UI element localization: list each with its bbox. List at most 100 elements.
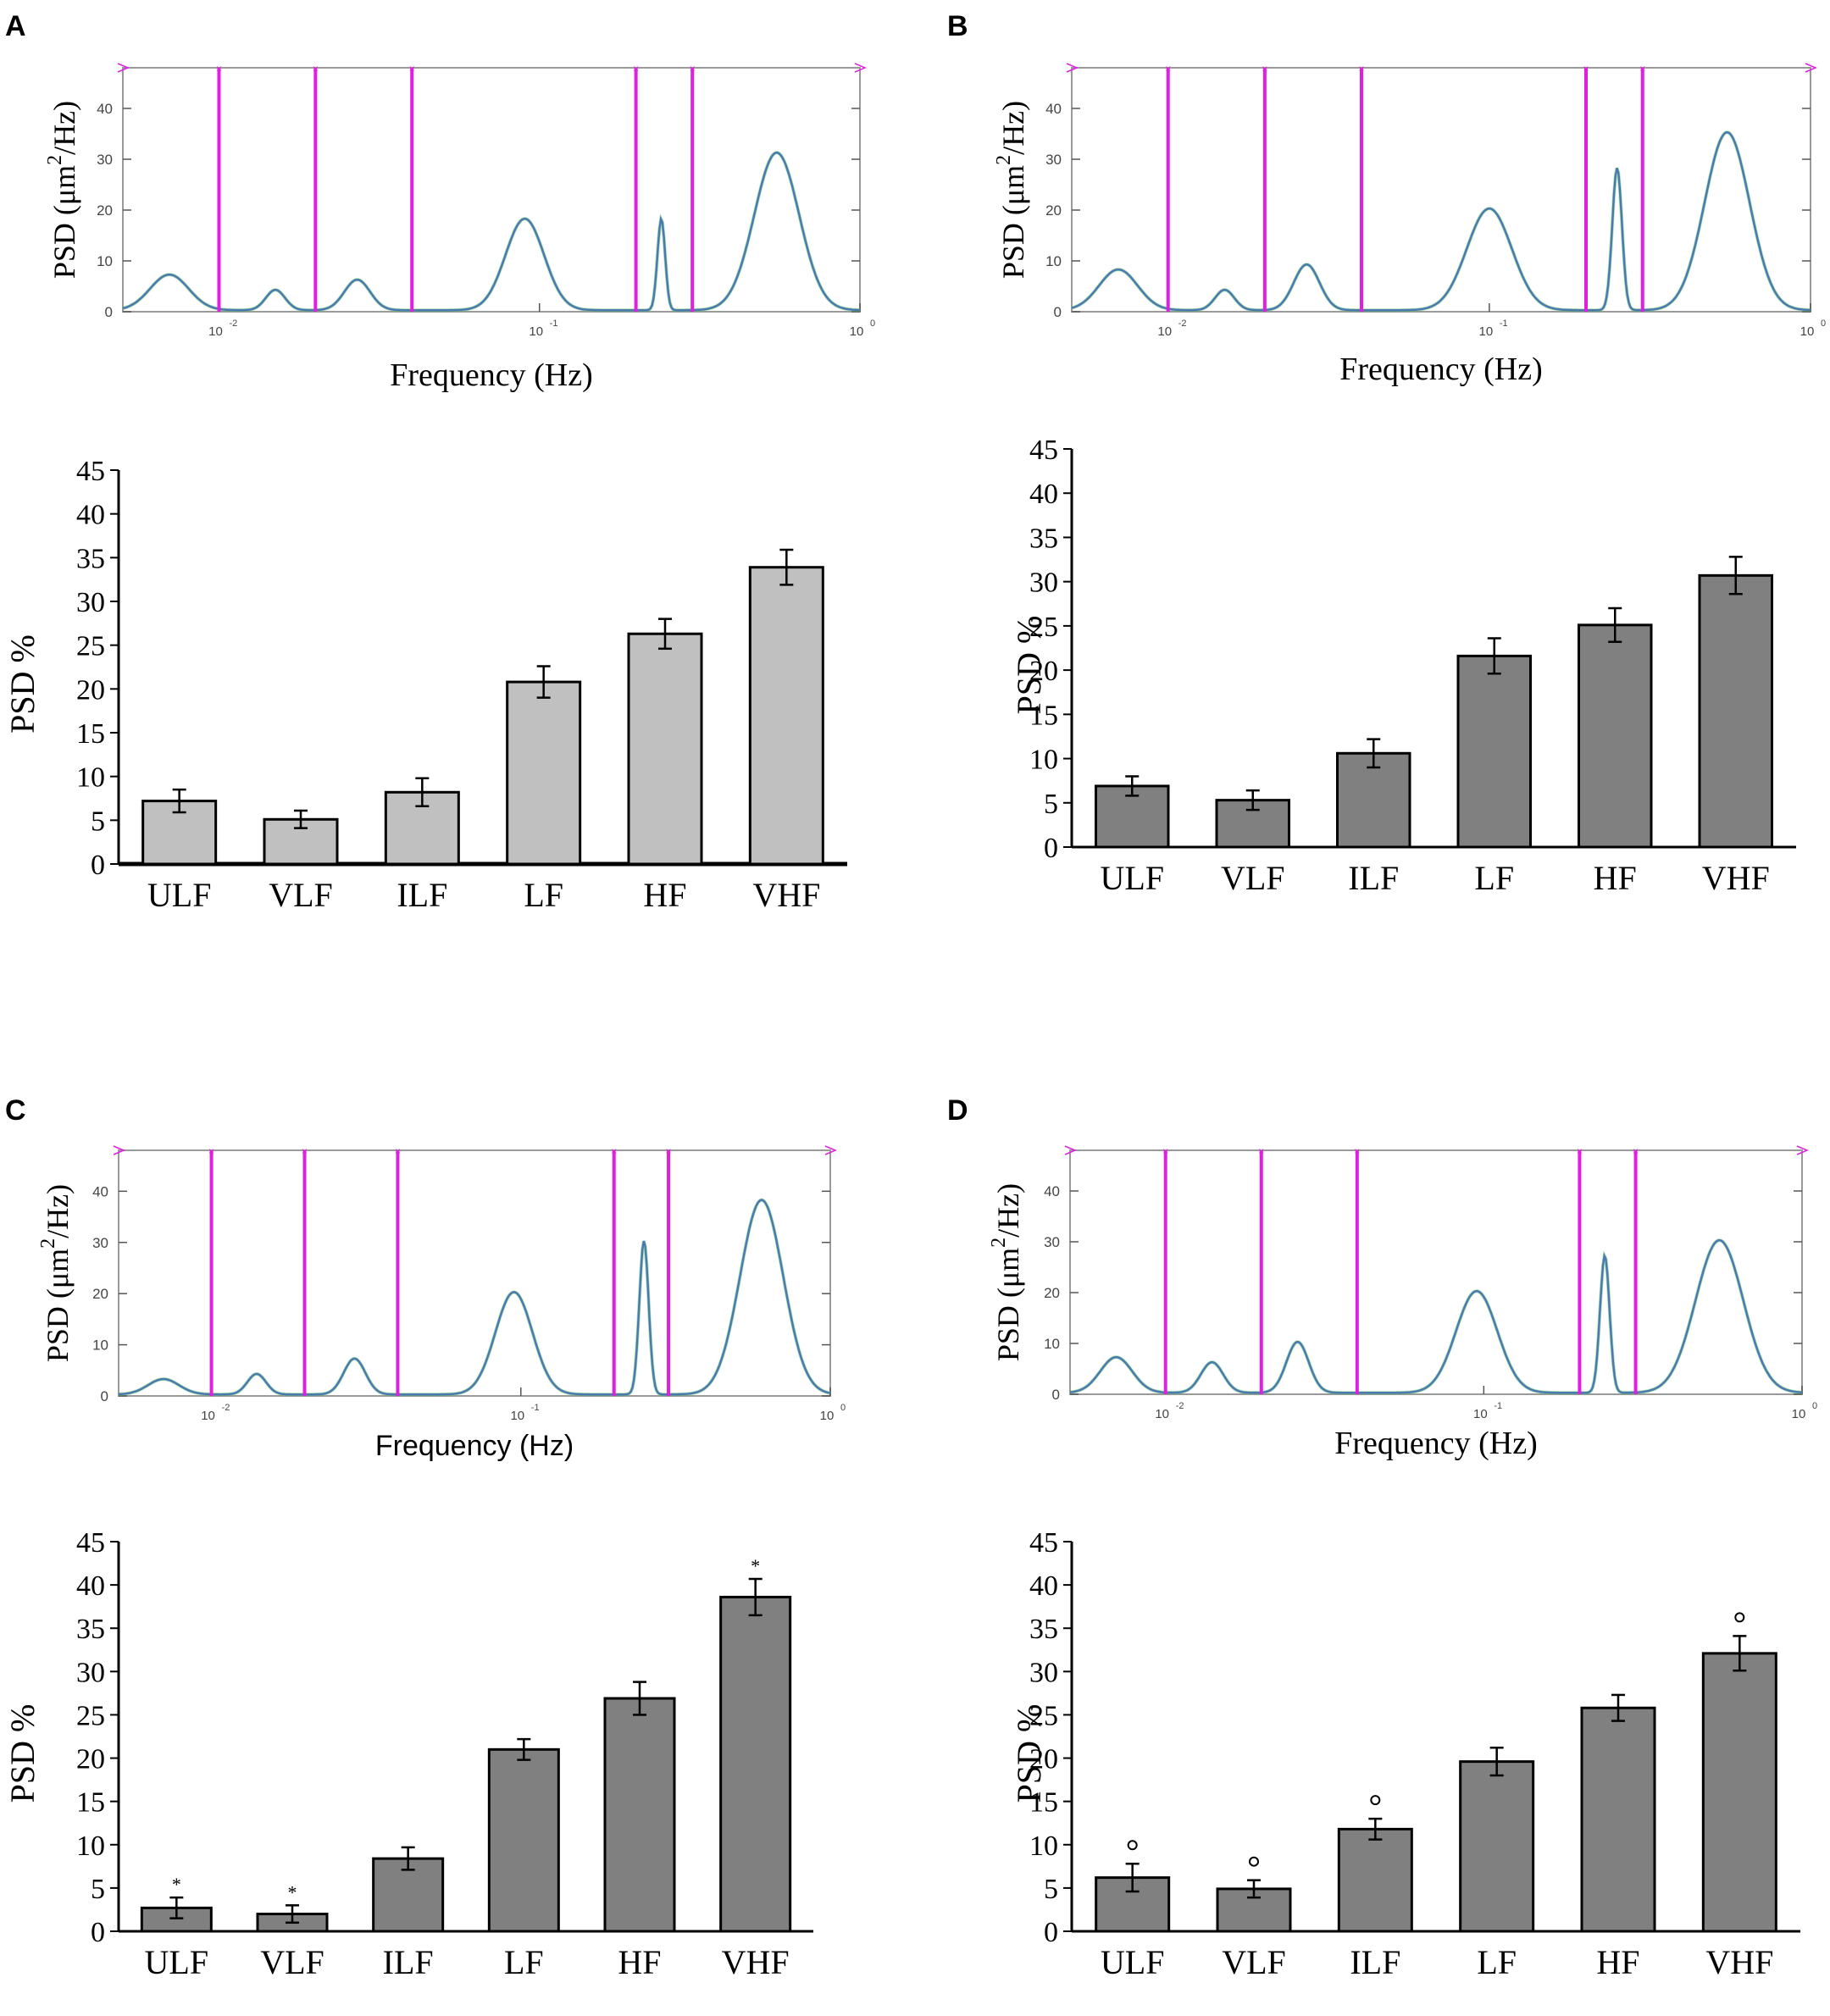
y-tick-label: 15 — [76, 718, 105, 750]
x-tick-label: 10 — [201, 1409, 215, 1423]
category-label: VHF — [722, 1943, 790, 1981]
x-tick-label: 10 — [1792, 1407, 1806, 1421]
band-edge-marker: × — [1354, 1145, 1360, 1157]
y-tick-label: 0 — [1044, 1917, 1058, 1948]
x-axis-label: Frequency (Hz) — [375, 1430, 574, 1462]
bar-chart: 0 5 10 15 20 25 30 35 40 45 PSD % ULF VLF ILF LF HF VHF — [1010, 1527, 1800, 1981]
y-tick-label: 20 — [1029, 1744, 1058, 1775]
psd-trace — [1069, 1239, 1803, 1394]
panel-b: B 0 10 20 30 40 10 -2 10 -1 10 0 × × × × × PSD (μm2/Hz) F… — [915, 0, 1830, 996]
y-tick-label: 20 — [1044, 1285, 1060, 1301]
y-axis-label: PSD % — [3, 1704, 42, 1803]
x-tick-exponent: -2 — [1178, 318, 1187, 329]
y-label-tail: /Hz) — [991, 1183, 1025, 1238]
significance-mark: * — [172, 1874, 181, 1895]
x-tick-exponent: 0 — [840, 1403, 846, 1413]
y-label-superscript: 2 — [44, 155, 66, 165]
bar — [603, 1697, 676, 1933]
x-tick-exponent: -1 — [550, 318, 558, 329]
y-tick-label: 15 — [76, 1787, 105, 1819]
x-tick-label: 10 — [1157, 324, 1172, 339]
band-edge-marker: × — [313, 63, 319, 75]
y-tick-label: 20 — [1045, 202, 1062, 219]
band-edge-marker: × — [1633, 1145, 1639, 1157]
category-label: HF — [643, 876, 686, 914]
category-label: VLF — [260, 1943, 324, 1981]
frame-marker — [1066, 63, 1079, 73]
band-edge-marker: × — [666, 1145, 672, 1157]
y-tick-label: 0 — [101, 1388, 108, 1404]
bar-chart: 0 5 10 15 20 25 30 35 40 45 PSD % ULF VLF ILF LF HF VHF — [1010, 435, 1796, 897]
y-label-tail: /Hz) — [47, 101, 81, 155]
y-tick-label: 25 — [1029, 1700, 1058, 1731]
y-tick-label: 10 — [76, 762, 105, 794]
y-tick-label: 0 — [1054, 304, 1062, 320]
y-tick-label: 0 — [105, 304, 113, 320]
y-tick-label: 5 — [91, 1874, 105, 1905]
y-tick-label: 40 — [76, 1570, 105, 1602]
bar — [487, 1747, 560, 1933]
x-tick-label: 10 — [1155, 1407, 1169, 1421]
significance-mark — [1370, 1795, 1381, 1806]
y-axis-label: PSD (μm2/Hz) — [44, 101, 81, 279]
category-label: VLF — [1221, 859, 1285, 897]
frame-marker — [113, 1145, 125, 1155]
frame-marker — [854, 63, 867, 73]
y-tick-label: 35 — [1029, 1614, 1058, 1645]
y-label-tail: /Hz) — [41, 1184, 75, 1238]
y-tick-label: 30 — [76, 1657, 105, 1688]
plot-frame — [1071, 67, 1811, 313]
x-tick-label: 10 — [529, 324, 543, 339]
frame-marker — [1064, 1145, 1077, 1155]
bar — [506, 680, 582, 866]
y-tick-label: 0 — [1052, 1387, 1060, 1403]
y-label-superscript: 2 — [988, 1238, 1010, 1248]
significance-mark — [1249, 1856, 1259, 1867]
panel-d: D 0 10 20 30 40 10 -2 10 -1 10 0 × × × × × PSD (μm2/Hz) F… — [915, 1076, 1830, 1992]
band-edge-marker: × — [216, 63, 222, 75]
y-tick-label: 20 — [92, 1286, 108, 1302]
category-label: HF — [1596, 1943, 1639, 1981]
y-tick-label: 45 — [76, 456, 105, 487]
band-edge-marker: × — [302, 1145, 308, 1157]
y-tick-label: 5 — [1044, 789, 1058, 820]
y-label-tail: /Hz) — [996, 101, 1030, 155]
band-edge-marker: × — [1583, 63, 1589, 75]
category-label: ULF — [147, 876, 212, 914]
bar — [719, 1595, 792, 1933]
bar — [1701, 1652, 1777, 1933]
y-axis-label: PSD (μm2/Hz) — [993, 101, 1030, 279]
band-edge-marker: × — [633, 63, 639, 75]
category-label: ULF — [145, 1943, 209, 1981]
plot-frame — [122, 67, 861, 313]
y-tick-label: 20 — [1029, 656, 1058, 687]
band-edge-marker: × — [690, 63, 696, 75]
y-tick-label: 45 — [76, 1527, 105, 1559]
band-edge-marker: × — [1577, 1145, 1583, 1157]
x-axis-label: Frequency (Hz) — [1339, 352, 1543, 387]
bar — [1580, 1706, 1656, 1933]
y-axis-label: PSD % — [1010, 1704, 1048, 1803]
frame-marker — [1796, 1145, 1809, 1155]
psd-trace — [1071, 131, 1811, 312]
significance-mark — [1127, 1840, 1138, 1851]
y-axis-label: PSD % — [3, 634, 42, 734]
frame-marker — [824, 1145, 837, 1155]
x-tick-exponent: 0 — [870, 318, 875, 329]
y-axis-label: PSD % — [1010, 616, 1048, 715]
y-label-main: PSD (μm — [991, 1248, 1025, 1361]
y-tick-label: 40 — [76, 500, 105, 531]
bar — [748, 566, 824, 866]
frame-marker — [117, 63, 130, 73]
band-edge-marker: × — [395, 1145, 401, 1157]
band-edge-marker: × — [1639, 63, 1645, 75]
panel-letter: C — [5, 1094, 26, 1127]
x-tick-exponent: -2 — [1176, 1401, 1184, 1411]
y-tick-label: 10 — [1029, 1830, 1058, 1862]
category-label: ILF — [383, 1943, 434, 1981]
y-tick-label: 35 — [1029, 523, 1058, 554]
x-tick-exponent: 0 — [1821, 318, 1826, 329]
y-tick-label: 20 — [76, 674, 105, 706]
y-tick-label: 0 — [91, 850, 105, 881]
y-tick-label: 30 — [76, 587, 105, 618]
